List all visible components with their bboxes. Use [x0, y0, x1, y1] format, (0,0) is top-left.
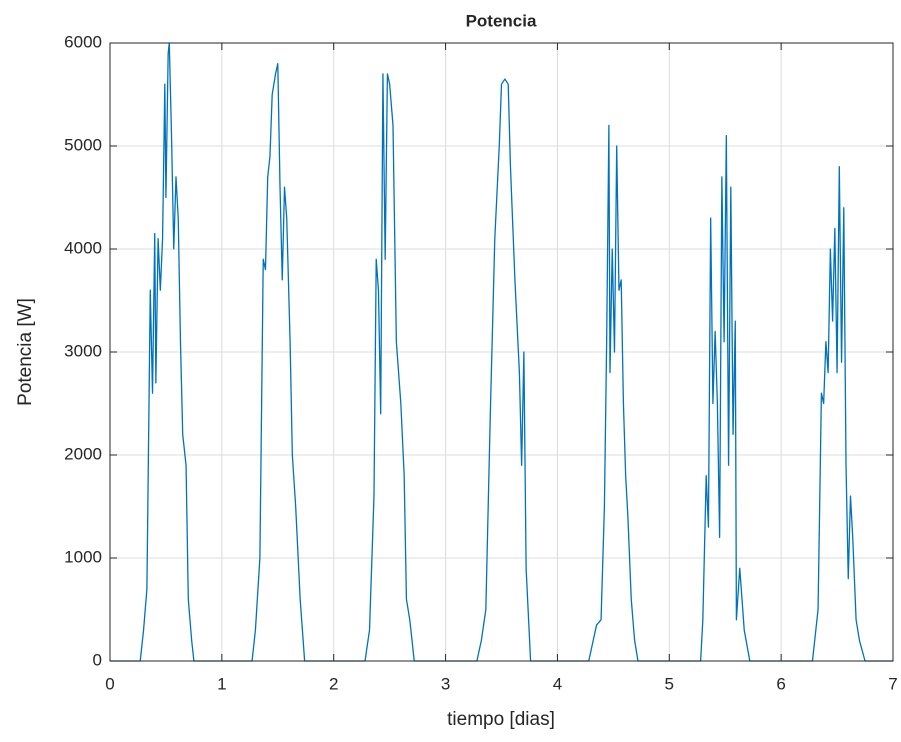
x-tick-label: 2	[329, 674, 338, 693]
y-tick-label: 4000	[64, 238, 102, 257]
plot-frame	[109, 42, 894, 662]
y-tick-label: 3000	[64, 341, 102, 360]
x-tick-label: 1	[217, 674, 226, 693]
y-tick-label: 6000	[64, 32, 102, 51]
chart-title: Potencia	[466, 11, 537, 30]
x-tick-label: 7	[888, 674, 897, 693]
x-tick-label: 5	[665, 674, 674, 693]
x-tick-label: 6	[776, 674, 785, 693]
y-tick-label: 1000	[64, 547, 102, 566]
x-tick-label: 3	[441, 674, 450, 693]
y-tick-label: 5000	[64, 135, 102, 154]
y-tick-label: 2000	[64, 444, 102, 463]
data-line	[110, 42, 893, 662]
x-tick-label: 0	[105, 674, 114, 693]
y-axis-label: Potencia [W]	[15, 298, 36, 406]
x-tick-label: 4	[553, 674, 562, 693]
x-axis-label: tiempo [dias]	[447, 709, 555, 730]
y-tick-label: 0	[93, 650, 102, 669]
